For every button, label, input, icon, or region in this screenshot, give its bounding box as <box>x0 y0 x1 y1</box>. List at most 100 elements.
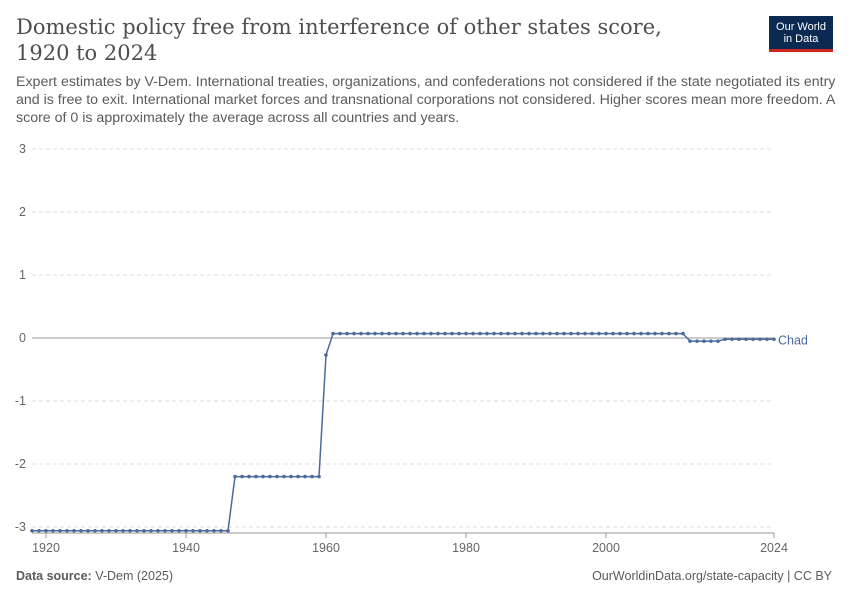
data-point <box>569 331 573 336</box>
data-point <box>177 528 181 533</box>
data-point <box>541 331 545 336</box>
data-point <box>485 331 489 336</box>
data-point <box>100 528 104 533</box>
data-point <box>583 331 587 336</box>
data-point <box>233 474 237 479</box>
data-point <box>758 337 762 342</box>
data-point <box>345 331 349 336</box>
logo-line-1: Our World <box>776 21 826 33</box>
data-point <box>443 331 447 336</box>
data-point <box>58 528 62 533</box>
x-tick-label: 2000 <box>592 541 620 555</box>
data-point <box>527 331 531 336</box>
data-point <box>611 331 615 336</box>
data-point <box>520 331 524 336</box>
data-point <box>436 331 440 336</box>
data-point <box>142 528 146 533</box>
data-point <box>590 331 594 336</box>
x-tick-label: 1920 <box>32 541 60 555</box>
data-point <box>65 528 69 533</box>
y-tick-label: -1 <box>15 394 26 408</box>
data-point <box>695 339 699 343</box>
x-tick-label: 1940 <box>172 541 200 555</box>
data-point <box>107 528 111 533</box>
data-point <box>387 331 391 336</box>
chart-title: Domestic policy free from interference o… <box>16 15 662 65</box>
data-point <box>121 528 125 533</box>
data-point <box>513 331 517 336</box>
data-point <box>359 331 363 336</box>
data-point <box>471 331 475 336</box>
data-point <box>44 528 48 533</box>
owid-logo[interactable]: Our World in Data <box>769 16 833 52</box>
source-value[interactable]: V-Dem (2025) <box>95 569 174 583</box>
data-point <box>597 331 601 336</box>
data-point <box>51 528 55 533</box>
data-point <box>646 331 650 336</box>
data-point <box>464 331 468 336</box>
data-point <box>660 331 664 336</box>
data-point <box>72 528 76 533</box>
series-label: Chad <box>778 333 808 347</box>
data-point <box>534 331 538 336</box>
data-point <box>317 474 321 479</box>
data-point <box>303 474 307 479</box>
data-point <box>275 474 279 479</box>
chart-subtitle: Expert estimates by V-Dem. International… <box>16 74 836 126</box>
data-point <box>247 474 251 479</box>
data-point <box>639 331 643 336</box>
data-point <box>667 331 671 336</box>
data-point <box>261 474 265 479</box>
data-point <box>709 339 713 343</box>
data-point <box>373 331 377 336</box>
y-tick-label: 1 <box>19 268 26 282</box>
data-point <box>618 331 622 336</box>
data-source: Data source: V-Dem (2025) <box>16 569 173 583</box>
data-point <box>163 528 167 533</box>
data-point <box>79 528 83 533</box>
data-point <box>555 331 559 336</box>
data-point <box>366 331 370 336</box>
data-point <box>730 337 734 342</box>
data-point <box>380 331 384 336</box>
data-point <box>765 337 769 342</box>
footer-url[interactable]: OurWorldinData.org/state-capacity | CC B… <box>592 569 832 583</box>
x-tick-label: 1980 <box>452 541 480 555</box>
data-point <box>30 528 34 533</box>
data-point <box>772 337 776 342</box>
data-point <box>401 331 405 336</box>
data-point <box>135 528 139 533</box>
x-tick-label: 1960 <box>312 541 340 555</box>
data-point <box>429 331 433 336</box>
data-point <box>296 474 300 479</box>
data-point <box>310 474 314 479</box>
data-point <box>149 528 153 533</box>
data-point <box>604 331 608 336</box>
data-point <box>562 331 566 336</box>
data-point <box>205 528 209 533</box>
data-point <box>352 331 356 336</box>
data-point <box>450 331 454 336</box>
y-tick-label: -3 <box>15 520 26 534</box>
data-point <box>114 528 118 533</box>
data-point <box>93 528 97 533</box>
data-point <box>723 337 727 342</box>
data-point <box>632 331 636 336</box>
data-point <box>457 331 461 336</box>
data-point <box>681 331 685 336</box>
y-tick-label: 2 <box>19 205 26 219</box>
data-point <box>506 331 510 336</box>
data-point <box>331 331 335 336</box>
data-point <box>422 331 426 336</box>
y-tick-label: 0 <box>19 331 26 345</box>
data-point <box>737 337 741 342</box>
data-point <box>212 528 216 533</box>
source-label: Data source: <box>16 569 92 583</box>
data-point <box>394 331 398 336</box>
data-point <box>184 528 188 533</box>
data-point <box>408 331 412 336</box>
data-point <box>191 528 195 533</box>
data-point <box>170 528 174 533</box>
data-point <box>37 528 41 533</box>
